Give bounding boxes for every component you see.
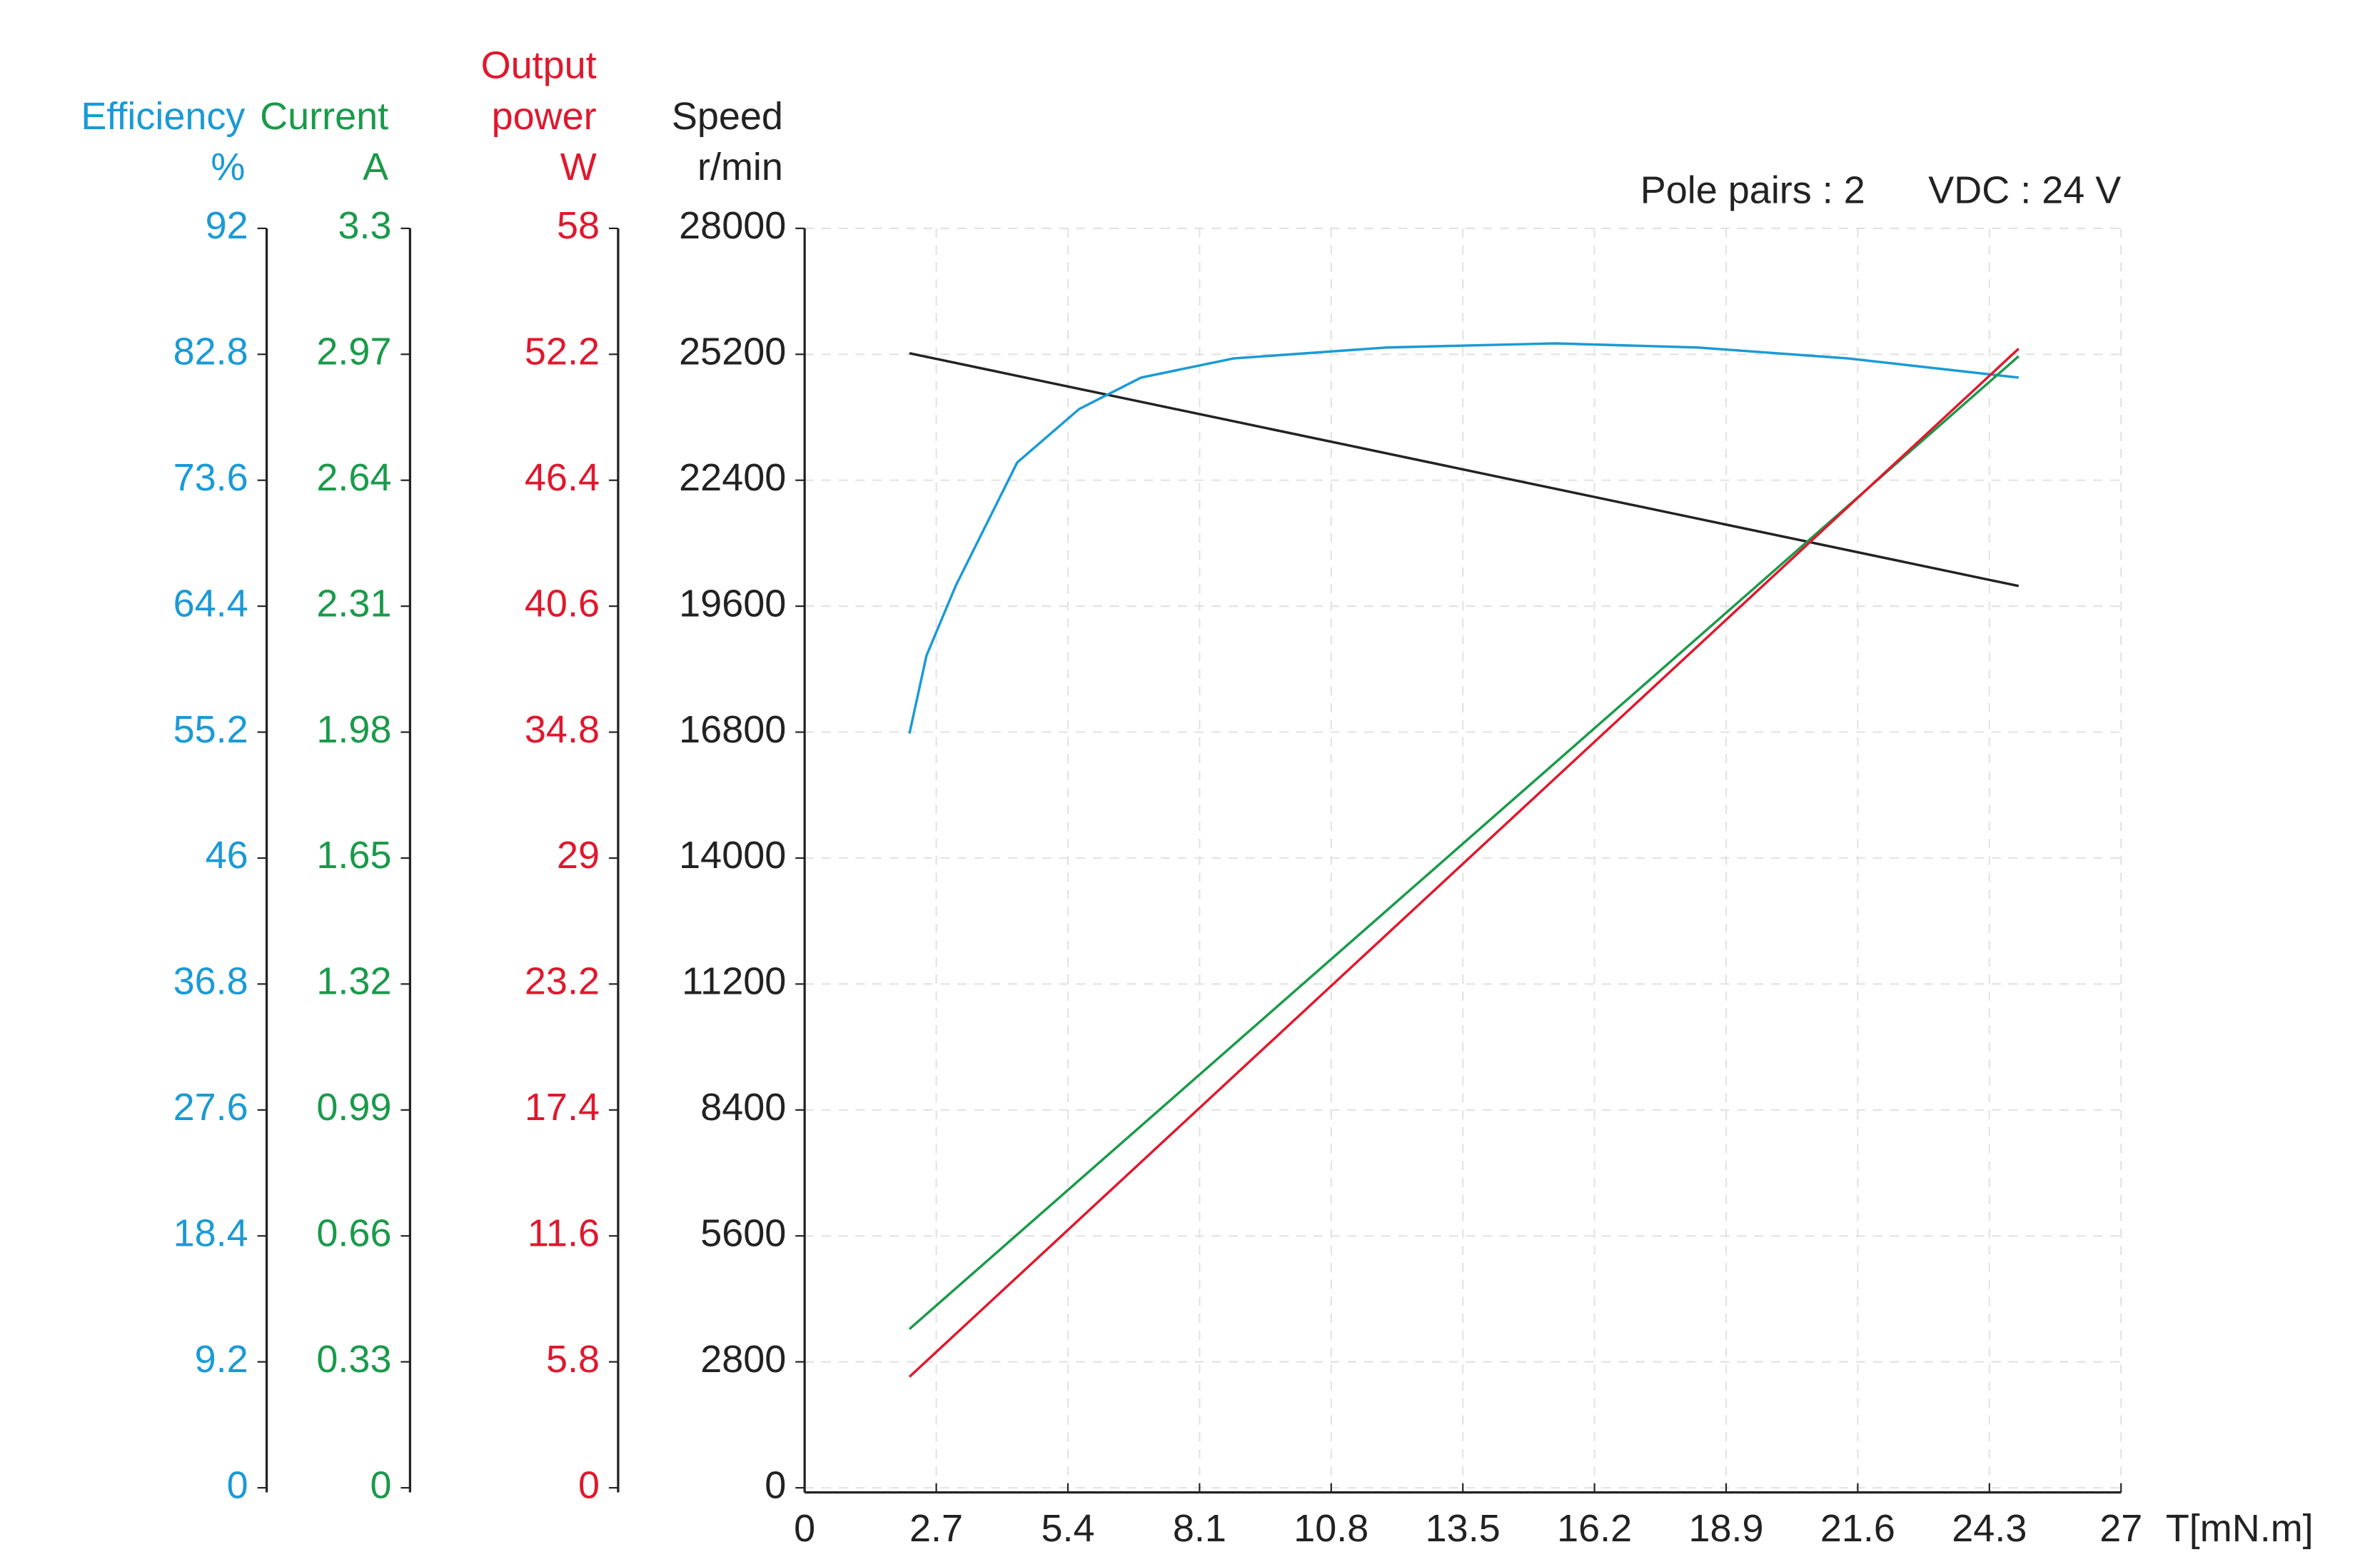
y-tick-label: 73.6: [173, 456, 248, 499]
y-axis-title: Efficiency: [81, 95, 245, 138]
y-tick-label: 19600: [679, 582, 786, 625]
y-tick-label: 1.98: [316, 708, 391, 751]
y-tick-label: 27.6: [173, 1086, 248, 1129]
y-tick-label: 52.2: [525, 331, 600, 373]
y-tick-label: 0.99: [316, 1086, 391, 1129]
y-axis-title: power: [492, 95, 597, 138]
y-tick-label: 25200: [679, 331, 786, 373]
y-tick-label: 64.4: [173, 582, 248, 625]
y-tick-label: 5600: [700, 1211, 786, 1254]
y-tick-label: 23.2: [525, 960, 600, 1003]
y-axis-title: Current: [260, 95, 388, 138]
x-tick-label: 13.5: [1426, 1507, 1501, 1550]
y-tick-label: 46.4: [525, 456, 600, 499]
y-tick-label: 3.3: [338, 204, 391, 247]
x-tick-label: 24.3: [1952, 1507, 2027, 1550]
y-axis-unit: A: [363, 146, 388, 188]
series-line: [909, 352, 2020, 588]
y-axis-title: Speed: [672, 95, 783, 138]
y-tick-label: 2.64: [316, 456, 391, 499]
y-tick-label: 29: [557, 834, 600, 877]
series-line: [908, 342, 2020, 734]
y-tick-label: 0.33: [316, 1338, 391, 1381]
y-tick-label: 92: [206, 204, 248, 247]
x-tick-label: 5.4: [1041, 1507, 1094, 1550]
y-tick-label: 0: [765, 1463, 786, 1506]
y-tick-label: 58: [557, 204, 600, 247]
y-tick-label: 40.6: [525, 582, 600, 625]
y-tick-label: 14000: [679, 834, 786, 877]
y-tick-label: 18.4: [173, 1211, 248, 1254]
y-axis-unit: W: [560, 146, 597, 188]
y-tick-label: 11.6: [528, 1211, 600, 1254]
y-tick-label: 1.65: [316, 834, 391, 877]
x-tick-label: 8.1: [1173, 1507, 1226, 1550]
y-axis-title: Output: [481, 44, 597, 87]
y-tick-label: 34.8: [525, 708, 600, 751]
x-tick-label: 18.9: [1688, 1507, 1763, 1550]
annotation: Pole pairs : 2: [1640, 168, 1865, 211]
y-tick-label: 2.97: [316, 331, 391, 373]
y-tick-label: 5.8: [546, 1338, 600, 1381]
y-tick-label: 16800: [679, 708, 786, 751]
x-tick-label: 2.7: [909, 1507, 963, 1550]
y-tick-label: 8400: [700, 1086, 786, 1129]
x-tick-label: 0: [794, 1507, 815, 1550]
y-tick-label: 1.32: [316, 960, 391, 1003]
y-tick-label: 0: [578, 1463, 600, 1506]
x-axis-title: T[mN.m]: [2166, 1507, 2314, 1550]
y-axis-unit: %: [211, 146, 245, 188]
annotation: VDC : 24 V: [1928, 168, 2121, 211]
y-tick-label: 9.2: [195, 1338, 248, 1381]
y-axis-unit: r/min: [697, 146, 783, 188]
y-tick-label: 17.4: [525, 1086, 600, 1129]
y-tick-label: 11200: [682, 960, 786, 1003]
y-tick-label: 0.66: [316, 1211, 391, 1254]
x-tick-label: 10.8: [1294, 1507, 1368, 1550]
y-tick-label: 2800: [700, 1338, 786, 1381]
y-tick-label: 46: [206, 834, 248, 877]
x-tick-label: 16.2: [1557, 1507, 1632, 1550]
x-tick-label: 27: [2099, 1507, 2142, 1550]
y-tick-label: 82.8: [173, 331, 248, 373]
y-tick-label: 0: [227, 1463, 248, 1506]
x-tick-label: 21.6: [1820, 1507, 1895, 1550]
y-tick-label: 55.2: [173, 708, 248, 751]
series-line: [908, 348, 2020, 1378]
y-tick-label: 22400: [679, 456, 786, 499]
y-tick-label: 0: [370, 1463, 391, 1506]
y-tick-label: 36.8: [173, 960, 248, 1003]
y-tick-label: 2.31: [316, 582, 391, 625]
y-tick-label: 28000: [679, 204, 786, 247]
